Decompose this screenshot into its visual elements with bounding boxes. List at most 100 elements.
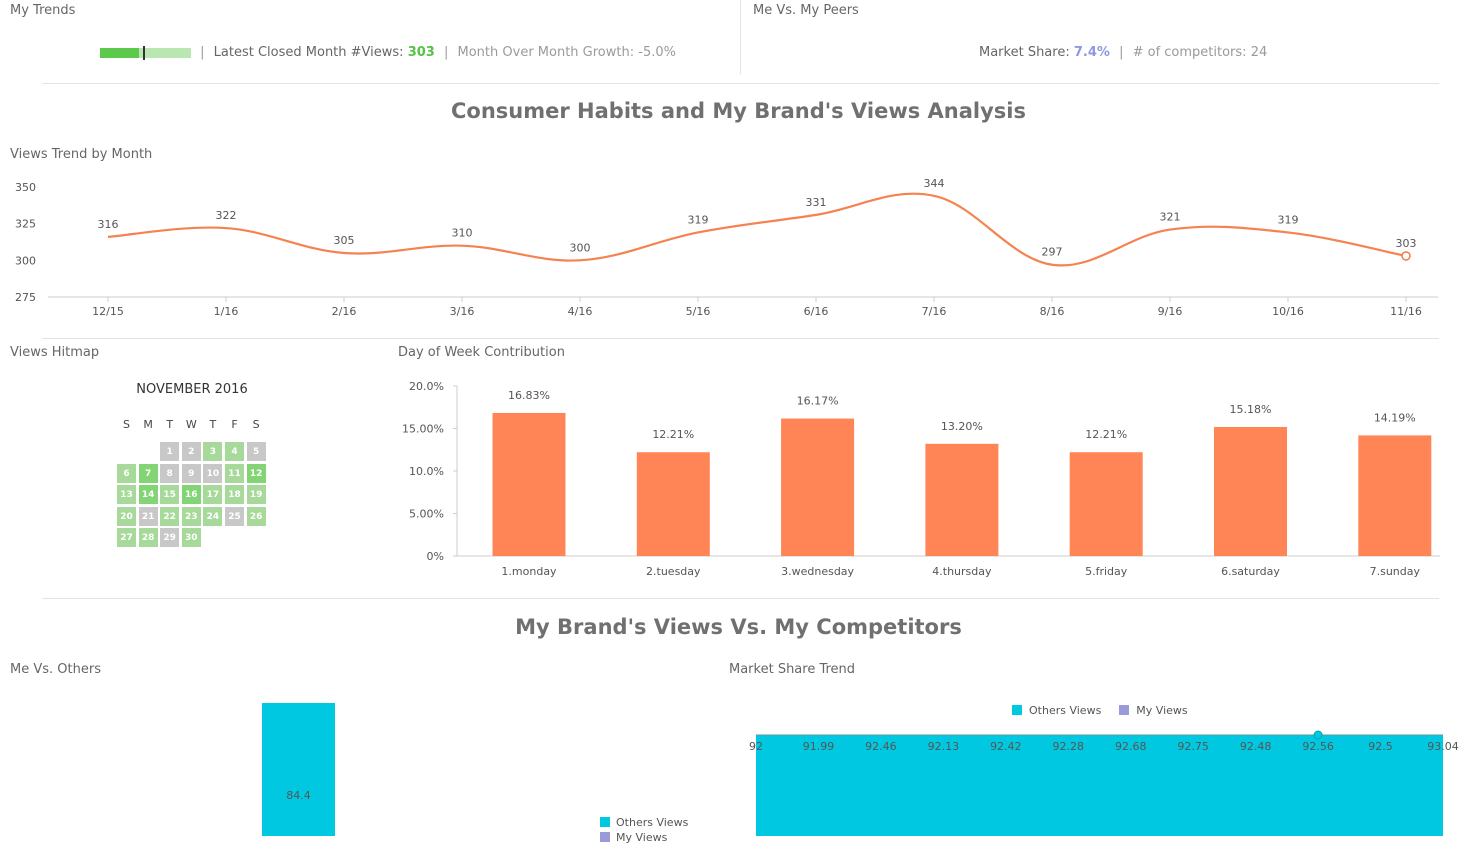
calendar-day-cell[interactable]: 16 bbox=[180, 484, 202, 506]
x-tick-label: 4.thursday bbox=[932, 565, 992, 578]
x-tick-label: 8/16 bbox=[1040, 305, 1065, 318]
market-share-value: 7.4% bbox=[1073, 45, 1110, 60]
divider bbox=[42, 83, 1439, 84]
legend-swatch-mine bbox=[600, 832, 610, 842]
data-label: 319 bbox=[688, 213, 709, 226]
calendar-day-cell[interactable]: 28 bbox=[137, 527, 159, 549]
divider bbox=[42, 598, 1439, 599]
legend-label-others-views[interactable]: Others Views bbox=[1029, 704, 1102, 717]
x-tick-label: 3/16 bbox=[450, 305, 475, 318]
legend-swatch-others-views[interactable] bbox=[1012, 705, 1022, 715]
y-tick-label: 0% bbox=[427, 550, 444, 563]
others-views-bar: 84.4 bbox=[262, 703, 335, 836]
market-share-legend[interactable]: Others Views My Views bbox=[1012, 704, 1188, 717]
x-tick-label: 1.monday bbox=[501, 565, 557, 578]
calendar-day-cell[interactable]: 21 bbox=[137, 505, 159, 527]
data-label: 12.21% bbox=[1085, 428, 1127, 441]
data-label: 92.42 bbox=[990, 740, 1022, 753]
calendar-day-cell[interactable]: 4 bbox=[224, 441, 245, 462]
data-label: 321 bbox=[1160, 211, 1181, 224]
market-share-area-chart: 92 91.99 92.46 92.13 92.42 92.28 92.68 92.75 92.… bbox=[749, 730, 1459, 836]
bar bbox=[492, 412, 566, 556]
data-label: 14.19% bbox=[1374, 411, 1416, 424]
data-label: 331 bbox=[806, 196, 827, 209]
data-label: 344 bbox=[924, 177, 945, 190]
y-tick-label: 275 bbox=[15, 291, 36, 304]
me-vs-others-title: Me Vs. Others bbox=[10, 662, 101, 677]
data-label: 92.56 bbox=[1302, 740, 1334, 753]
data-label: 310 bbox=[452, 227, 473, 240]
calendar-day-cell[interactable]: 9 bbox=[180, 462, 202, 484]
calendar-day-cell[interactable]: 11 bbox=[224, 462, 245, 484]
latest-month-label: Latest Closed Month #Views: bbox=[213, 45, 404, 60]
calendar-day-cell[interactable]: 7 bbox=[137, 462, 159, 484]
views-hitmap-title: Views Hitmap bbox=[10, 345, 100, 360]
x-tick-label: 3.wednesday bbox=[781, 565, 854, 578]
calendar-day-cell[interactable]: 15 bbox=[159, 484, 181, 506]
calendar-day-cell[interactable]: 23 bbox=[180, 505, 202, 527]
x-tick-label: 10/16 bbox=[1272, 305, 1304, 318]
data-label: 12.21% bbox=[652, 428, 694, 441]
weekday-label: S bbox=[252, 418, 260, 431]
calendar-day-cell[interactable]: 25 bbox=[224, 505, 245, 527]
competitors-value: 24 bbox=[1250, 45, 1268, 60]
mom-growth-label: Month Over Month Growth: bbox=[457, 45, 635, 60]
x-tick-label: 7.sunday bbox=[1370, 565, 1421, 578]
calendar-day-cell[interactable]: 19 bbox=[245, 484, 267, 506]
legend-swatch-my-views[interactable] bbox=[1119, 705, 1130, 715]
weekday-label: T bbox=[166, 418, 174, 431]
y-tick-label: 300 bbox=[15, 254, 36, 267]
x-tick-label: 5/16 bbox=[686, 305, 711, 318]
calendar-day-cell[interactable]: 29 bbox=[159, 527, 181, 549]
x-tick-label: 1/16 bbox=[214, 305, 239, 318]
hover-point-marker bbox=[1313, 730, 1323, 740]
x-tick-label: 6.saturday bbox=[1221, 565, 1280, 578]
me-vs-others-legend: Others Views My Views bbox=[600, 816, 688, 846]
data-label: 316 bbox=[98, 218, 119, 231]
calendar-day-cell[interactable]: 24 bbox=[202, 505, 224, 527]
section-title-consumer-habits: Consumer Habits and My Brand's Views Ana… bbox=[451, 99, 1026, 123]
data-label: 300 bbox=[570, 241, 591, 254]
x-tick-label: 2/16 bbox=[332, 305, 357, 318]
last-point-marker bbox=[1401, 251, 1411, 261]
weekday-label: S bbox=[123, 418, 130, 431]
bar bbox=[1214, 426, 1287, 556]
calendar-day-cell[interactable]: 17 bbox=[202, 484, 224, 506]
calendar-day-cell[interactable]: 6 bbox=[116, 462, 137, 484]
data-label: 92.46 bbox=[865, 740, 897, 753]
y-tick-label: 325 bbox=[15, 218, 36, 231]
market-share-label: Market Share: bbox=[979, 45, 1070, 60]
calendar-day-cell[interactable]: 30 bbox=[180, 527, 202, 549]
data-label: 92.75 bbox=[1177, 740, 1209, 753]
views-trend-series-line bbox=[107, 192, 1407, 267]
calendar-day-cell[interactable]: 14 bbox=[137, 484, 159, 506]
divider bbox=[42, 338, 1439, 339]
calendar-day-cell[interactable]: 13 bbox=[116, 484, 137, 506]
calendar-day-cell[interactable]: 12 bbox=[245, 462, 267, 484]
calendar-day-cell[interactable]: 26 bbox=[245, 505, 267, 527]
calendar-day-cell[interactable]: 5 bbox=[245, 441, 267, 462]
calendar-day-cell[interactable]: 27 bbox=[116, 527, 137, 549]
calendar-day-cell[interactable]: 1 bbox=[159, 441, 181, 462]
data-label: 91.99 bbox=[803, 740, 835, 753]
legend-swatch-others bbox=[600, 817, 610, 827]
calendar-day-cell[interactable]: 2 bbox=[180, 441, 202, 462]
legend-label-my-views[interactable]: My Views bbox=[1136, 704, 1188, 717]
my-trends-title: My Trends bbox=[10, 3, 76, 18]
bar bbox=[1069, 452, 1143, 556]
data-label: 92.5 bbox=[1368, 740, 1393, 753]
calendar-day-cell[interactable]: 3 bbox=[202, 441, 224, 462]
bullet-progress-fill bbox=[100, 47, 140, 58]
bar bbox=[1358, 435, 1432, 556]
weekday-label: T bbox=[209, 418, 217, 431]
calendar-day-cell[interactable]: 20 bbox=[116, 505, 137, 527]
bar bbox=[781, 418, 855, 556]
calendar-day-cell[interactable]: 10 bbox=[202, 462, 224, 484]
calendar-day-cell[interactable]: 8 bbox=[159, 462, 181, 484]
data-label: 93.04 bbox=[1427, 740, 1459, 753]
data-label: 92.13 bbox=[928, 740, 960, 753]
calendar-day-cell[interactable]: 22 bbox=[159, 505, 181, 527]
calendar-day-cell[interactable]: 18 bbox=[224, 484, 245, 506]
my-trends-kpi: | Latest Closed Month #Views: 303 | Mont… bbox=[100, 45, 676, 60]
x-tick-label: 5.friday bbox=[1085, 565, 1128, 578]
